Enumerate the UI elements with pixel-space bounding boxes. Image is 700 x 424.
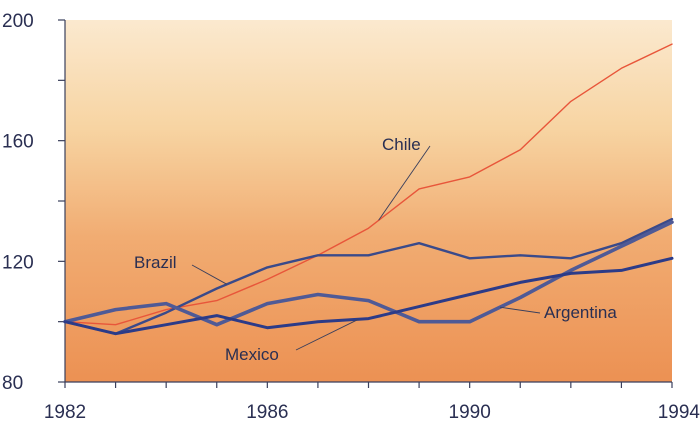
x-tick-label: 1982 — [44, 402, 86, 423]
series-line-mexico — [63, 256, 674, 336]
series-lines — [63, 43, 674, 336]
leader-line-chile — [378, 145, 431, 221]
series-label-chile: Chile — [382, 135, 421, 154]
x-tick-label: 1994 — [658, 402, 700, 423]
plot-background — [65, 20, 672, 382]
series-label-mexico: Mexico — [225, 345, 279, 364]
x-tick-label: 1986 — [246, 402, 288, 423]
y-tick-label: 120 — [2, 252, 34, 273]
series-labels: Chile Brazil Argentina Mexico — [134, 135, 617, 364]
y-tick-label: 200 — [2, 11, 34, 32]
y-tick-label: 160 — [2, 132, 34, 153]
leader-line-mexico — [295, 318, 359, 351]
series-line-chile — [64, 43, 673, 326]
axes: 80 120 160 200 1982 1986 1990 1994 — [2, 11, 700, 423]
y-tick-label: 80 — [2, 373, 23, 394]
leader-line-brazil — [191, 264, 228, 285]
leader-line-argentina — [499, 306, 541, 314]
series-line-brazil — [63, 217, 674, 335]
series-line-argentina — [63, 220, 674, 327]
series-label-brazil: Brazil — [134, 253, 177, 272]
x-tick-label: 1990 — [449, 402, 491, 423]
series-label-argentina: Argentina — [544, 303, 617, 322]
